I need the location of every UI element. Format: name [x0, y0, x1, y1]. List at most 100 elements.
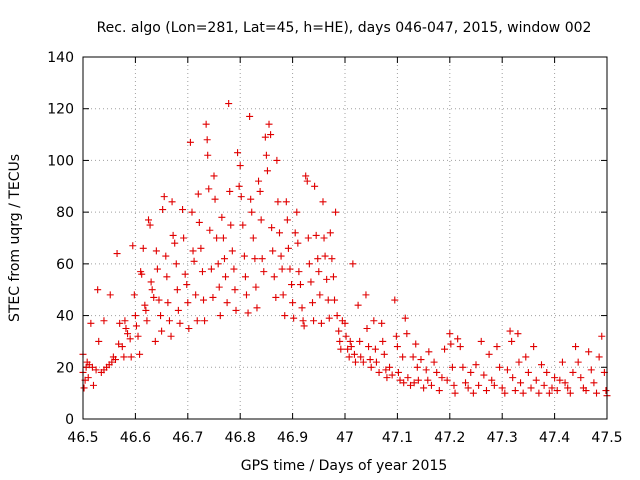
data-point	[464, 384, 472, 392]
data-point	[574, 358, 582, 366]
y-tick-label: 120	[47, 102, 74, 118]
data-point	[268, 224, 276, 232]
data-point	[323, 275, 331, 283]
data-point	[204, 151, 212, 159]
data-point	[333, 312, 341, 320]
data-point	[172, 260, 180, 268]
x-axis-label: GPS time / Days of year 2015	[241, 458, 448, 474]
data-point	[430, 358, 438, 366]
data-point	[359, 358, 367, 366]
data-point	[207, 265, 215, 273]
data-point	[320, 234, 328, 242]
data-point	[222, 273, 230, 281]
data-point	[602, 387, 610, 395]
data-point	[139, 244, 147, 252]
data-point	[288, 281, 296, 289]
data-point	[396, 376, 404, 384]
data-point	[443, 376, 451, 384]
data-point	[305, 260, 313, 268]
data-point	[329, 273, 337, 281]
data-point	[509, 374, 517, 382]
data-point	[214, 260, 222, 268]
data-point	[344, 345, 352, 353]
data-point	[193, 317, 201, 325]
data-point	[284, 244, 292, 252]
data-point	[115, 340, 123, 348]
data-point	[532, 376, 540, 384]
data-point	[88, 363, 96, 371]
data-point	[407, 381, 414, 389]
data-point	[517, 379, 525, 387]
data-point	[587, 366, 595, 374]
data-point	[202, 120, 210, 128]
y-tick-label: 20	[56, 360, 74, 376]
data-point	[267, 131, 275, 139]
data-point	[317, 319, 325, 327]
data-point	[141, 301, 149, 309]
data-point	[370, 317, 378, 325]
data-point	[247, 195, 255, 203]
data-point	[349, 260, 357, 268]
data-point	[545, 389, 553, 397]
data-point	[230, 265, 238, 273]
data-point	[540, 381, 548, 389]
data-point	[582, 387, 590, 395]
data-point	[124, 330, 132, 338]
data-point	[126, 335, 134, 343]
data-points	[79, 100, 611, 400]
data-point	[283, 216, 291, 224]
data-point	[111, 356, 119, 364]
data-point	[410, 379, 418, 387]
data-point	[422, 366, 430, 374]
data-point	[336, 337, 344, 345]
data-point	[365, 343, 373, 351]
data-point	[302, 172, 310, 180]
data-point	[519, 389, 527, 397]
data-point	[325, 314, 333, 322]
data-point	[209, 293, 217, 301]
data-point	[382, 366, 390, 374]
data-point	[269, 247, 277, 255]
y-tick-label: 40	[56, 309, 74, 325]
data-point	[412, 340, 420, 348]
data-point	[232, 306, 240, 314]
data-point	[200, 296, 208, 304]
data-point	[291, 229, 299, 237]
data-point	[404, 374, 412, 382]
data-point	[467, 368, 475, 376]
data-point	[356, 337, 364, 345]
data-point	[198, 268, 206, 276]
data-point	[258, 255, 266, 263]
data-point	[186, 138, 194, 146]
data-point	[448, 363, 456, 371]
data-point	[295, 268, 303, 276]
data-point	[194, 190, 202, 198]
data-point	[169, 231, 177, 239]
data-point	[566, 389, 574, 397]
data-point	[242, 291, 250, 299]
data-point	[289, 299, 297, 307]
data-point	[304, 234, 312, 242]
data-point	[150, 293, 158, 301]
data-point	[420, 384, 428, 392]
data-point	[561, 379, 569, 387]
data-point	[279, 291, 287, 299]
data-point	[303, 177, 311, 185]
data-point	[108, 358, 116, 366]
data-point	[94, 286, 102, 294]
data-point	[180, 234, 188, 242]
data-point	[121, 317, 129, 325]
data-point	[120, 353, 128, 361]
data-point	[454, 335, 462, 343]
data-point	[472, 361, 480, 369]
chart-title: Rec. algo (Lon=281, Lat=45, h=HE), days …	[97, 20, 592, 36]
data-point	[163, 273, 171, 281]
x-tick-label: 47.2	[434, 430, 465, 446]
data-point	[244, 309, 252, 317]
data-point	[598, 332, 606, 340]
data-point	[185, 325, 193, 332]
data-point	[190, 257, 198, 265]
data-point	[456, 343, 464, 351]
grid-lines	[83, 57, 607, 419]
